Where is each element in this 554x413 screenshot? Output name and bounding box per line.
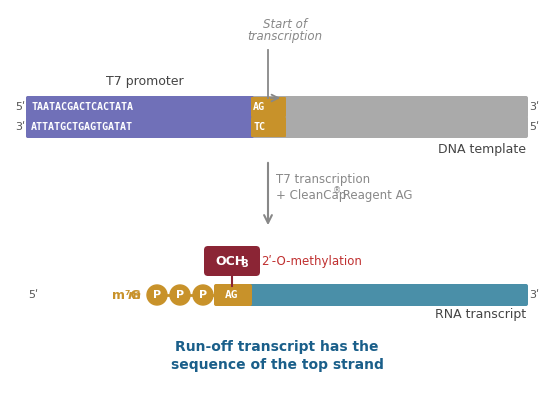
Text: transcription: transcription bbox=[248, 30, 322, 43]
Text: AG: AG bbox=[253, 102, 265, 112]
Text: 5ʹ: 5ʹ bbox=[15, 102, 25, 112]
Text: TAATACGACTCACTATA: TAATACGACTCACTATA bbox=[31, 102, 133, 112]
Text: ®: ® bbox=[333, 187, 341, 195]
Text: 3ʹ: 3ʹ bbox=[529, 290, 539, 300]
FancyBboxPatch shape bbox=[251, 97, 286, 117]
Text: T7 transcription: T7 transcription bbox=[276, 173, 370, 187]
FancyBboxPatch shape bbox=[246, 284, 528, 306]
Text: 5ʹ: 5ʹ bbox=[529, 122, 539, 132]
FancyBboxPatch shape bbox=[26, 96, 528, 118]
Text: 2ʹ-O-methylation: 2ʹ-O-methylation bbox=[261, 254, 362, 268]
Circle shape bbox=[170, 285, 190, 305]
Text: 5ʹ: 5ʹ bbox=[28, 290, 38, 300]
Text: m: m bbox=[128, 289, 141, 302]
FancyBboxPatch shape bbox=[26, 116, 528, 138]
FancyBboxPatch shape bbox=[204, 246, 260, 276]
Text: 3ʹ: 3ʹ bbox=[529, 102, 539, 112]
Text: 3ʹ: 3ʹ bbox=[15, 122, 25, 132]
Text: P: P bbox=[153, 290, 161, 301]
Text: Reagent AG: Reagent AG bbox=[339, 190, 413, 202]
FancyBboxPatch shape bbox=[251, 117, 286, 137]
Text: P: P bbox=[199, 290, 207, 301]
Text: Start of: Start of bbox=[263, 18, 307, 31]
FancyBboxPatch shape bbox=[214, 284, 252, 306]
Text: RNA transcript: RNA transcript bbox=[435, 308, 526, 321]
Text: ATTATGCTGAGTGATAT: ATTATGCTGAGTGATAT bbox=[31, 123, 133, 133]
Text: 3: 3 bbox=[242, 259, 248, 269]
Text: m⁷G: m⁷G bbox=[112, 289, 141, 302]
Text: TC: TC bbox=[253, 123, 265, 133]
Text: OCH: OCH bbox=[215, 255, 245, 268]
Circle shape bbox=[147, 285, 167, 305]
Text: + CleanCap: + CleanCap bbox=[276, 190, 346, 202]
Text: P: P bbox=[176, 290, 184, 301]
FancyBboxPatch shape bbox=[26, 96, 254, 118]
Text: Run-off transcript has the: Run-off transcript has the bbox=[175, 340, 379, 354]
Text: DNA template: DNA template bbox=[438, 143, 526, 156]
Circle shape bbox=[193, 285, 213, 305]
Text: sequence of the top strand: sequence of the top strand bbox=[171, 358, 383, 372]
Text: AG: AG bbox=[225, 290, 239, 301]
FancyBboxPatch shape bbox=[26, 116, 254, 138]
Text: T7 promoter: T7 promoter bbox=[106, 75, 184, 88]
